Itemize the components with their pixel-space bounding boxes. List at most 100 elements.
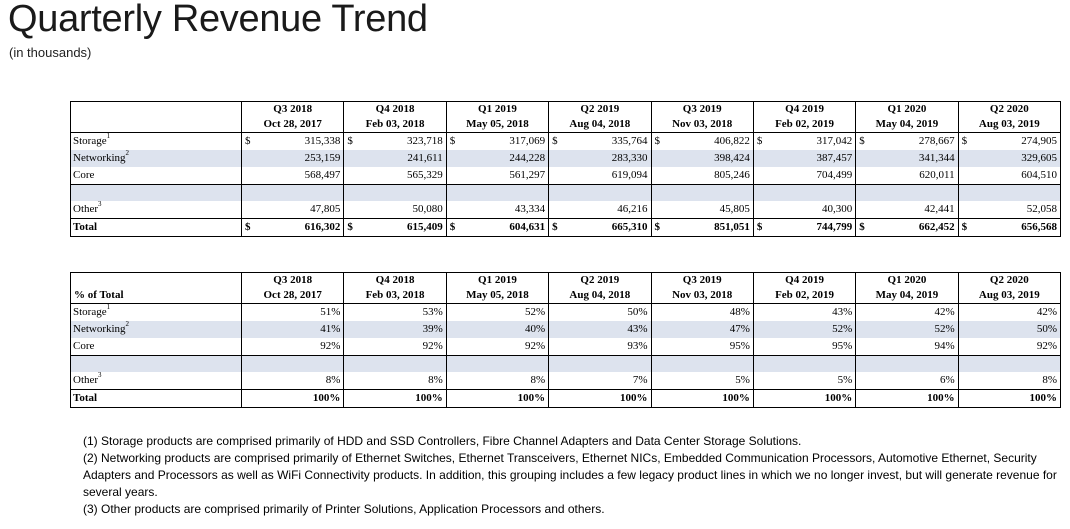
cell-value: 805,246	[714, 169, 750, 181]
spacer-cell	[240, 355, 344, 372]
currency-symbol: $	[552, 135, 558, 147]
revenue-table: Q3 2018 Oct 28, 2017 Q4 2018 Feb 03, 2018 Q1…	[70, 101, 1061, 237]
value-cell: 341,344	[855, 150, 959, 167]
value-cell: 805,246	[650, 167, 754, 185]
cell-value: 329,605	[1021, 152, 1057, 164]
cell-value: 568,497	[304, 169, 341, 181]
cell-value: 283,330	[611, 152, 648, 164]
table-row: Other3 47,805 50,080 43,334 46,216 45,805 40,3…	[71, 201, 1061, 219]
quarter-name: Q3 2018	[273, 103, 313, 115]
value-cell: 568,497	[240, 167, 344, 185]
percent-cell: 100%	[957, 389, 1061, 408]
percent-header-row: % of Total Q3 2018 Oct 28, 2017 Q4 2018 Feb…	[70, 272, 1061, 304]
percent-cell: 43%	[752, 303, 856, 321]
cell-value: 616,302	[304, 221, 341, 233]
cell-value: 244,228	[509, 152, 546, 164]
row-label: Total	[70, 218, 242, 237]
row-label-text: Total	[73, 392, 98, 404]
quarter-name: Q2 2019	[580, 103, 620, 115]
cell-value: 619,094	[611, 169, 648, 181]
cell-value: 387,457	[816, 152, 853, 164]
value-cell: 45,805	[650, 201, 754, 219]
spacer-cell	[650, 184, 754, 201]
value-cell: 565,329	[343, 167, 447, 185]
percent-cell: 94%	[855, 338, 959, 356]
revenue-quarter-header: Q4 2018 Feb 03, 2018	[343, 101, 447, 133]
quarter-name: Q3 2019	[682, 103, 722, 115]
quarter-name: Q1 2019	[478, 103, 517, 115]
quarter-name: Q1 2020	[887, 103, 927, 115]
percent-cell: 100%	[343, 389, 447, 408]
quarter-end-date: Nov 03, 2018	[672, 289, 733, 301]
quarter-name: Q3 2018	[273, 274, 313, 286]
percent-cell: 100%	[445, 389, 549, 408]
percent-cell: 43%	[548, 321, 651, 338]
spacer-cell	[343, 355, 447, 372]
cell-value: 42,441	[924, 203, 955, 215]
value-cell: $335,764	[548, 132, 651, 150]
spacer-cell	[70, 184, 242, 201]
percent-header-label: % of Total	[70, 272, 242, 304]
revenue-quarter-header: Q2 2019 Aug 04, 2018	[548, 101, 651, 133]
value-cell: 283,330	[548, 150, 651, 167]
revenue-quarter-header: Q1 2020 May 04, 2019	[855, 101, 959, 133]
value-cell: 40,300	[752, 201, 856, 219]
cell-value: 253,159	[304, 152, 341, 164]
row-label-text: Networking	[73, 152, 126, 164]
spacer-cell	[343, 184, 447, 201]
cell-value: 398,424	[714, 152, 750, 164]
quarter-name: Q2 2020	[989, 103, 1029, 115]
percent-cell: 92%	[957, 338, 1061, 356]
percent-quarter-header: Q1 2020 May 04, 2019	[855, 272, 959, 304]
table-row: Networking2 41% 39% 40% 43% 47% 52% 52% 50%	[70, 321, 1061, 338]
cell-value: 45,805	[719, 203, 750, 215]
quarter-name: Q4 2018	[375, 274, 415, 286]
spacer-cell	[752, 184, 856, 201]
row-label: Networking2	[70, 321, 242, 338]
quarter-name: Q4 2018	[375, 103, 415, 115]
spacer-row	[70, 355, 1061, 372]
cell-value: 40,300	[822, 203, 853, 215]
row-label-text: Storage	[73, 135, 107, 147]
value-cell: $851,051	[650, 218, 754, 237]
table-row: Networking2 253,159 241,611 244,228 283,330 3…	[70, 150, 1061, 167]
quarter-end-date: Feb 03, 2018	[365, 118, 425, 130]
quarter-end-date: Feb 03, 2018	[365, 289, 425, 301]
currency-symbol: $	[756, 221, 763, 233]
spacer-cell	[548, 355, 651, 372]
cell-value: 52,058	[1026, 203, 1057, 215]
value-cell: 47,805	[240, 201, 344, 219]
value-cell: 46,216	[548, 201, 651, 219]
percent-cell: 50%	[957, 321, 1061, 338]
cell-value: 851,051	[714, 221, 750, 233]
row-label: Other3	[71, 201, 242, 219]
percent-cell: 95%	[650, 338, 754, 356]
page-title: Quarterly Revenue Trend	[8, 0, 428, 40]
percent-table: % of Total Q3 2018 Oct 28, 2017 Q4 2018 Feb…	[70, 272, 1061, 408]
row-label-text: Core	[73, 169, 95, 181]
currency-symbol: $	[654, 135, 661, 147]
percent-cell: 95%	[752, 338, 856, 356]
quarter-end-date: May 05, 2018	[466, 289, 529, 301]
percent-cell: 40%	[445, 321, 549, 338]
cell-value: 47,805	[310, 203, 341, 215]
value-cell: $616,302	[240, 218, 344, 237]
spacer-cell	[445, 184, 549, 201]
value-cell: $278,667	[855, 132, 959, 150]
percent-cell: 7%	[548, 372, 651, 390]
quarter-name: Q4 2019	[785, 103, 824, 115]
revenue-header-row: Q3 2018 Oct 28, 2017 Q4 2018 Feb 03, 2018 Q1…	[70, 101, 1061, 133]
percent-quarter-header: Q2 2020 Aug 03, 2019	[957, 272, 1061, 304]
quarter-name: Q1 2020	[887, 274, 927, 286]
spacer-cell	[548, 184, 651, 201]
row-label: Storage1	[71, 133, 242, 151]
currency-symbol: $	[654, 221, 661, 233]
quarter-end-date: Nov 03, 2018	[672, 118, 733, 130]
percent-cell: 5%	[650, 372, 754, 390]
row-label-text: Other	[73, 374, 99, 386]
cell-value: 561,297	[509, 169, 546, 181]
cell-value: 315,338	[304, 135, 341, 147]
value-cell: 619,094	[548, 167, 651, 185]
spacer-cell	[957, 355, 1061, 372]
footnote-marker: 2	[125, 321, 130, 329]
